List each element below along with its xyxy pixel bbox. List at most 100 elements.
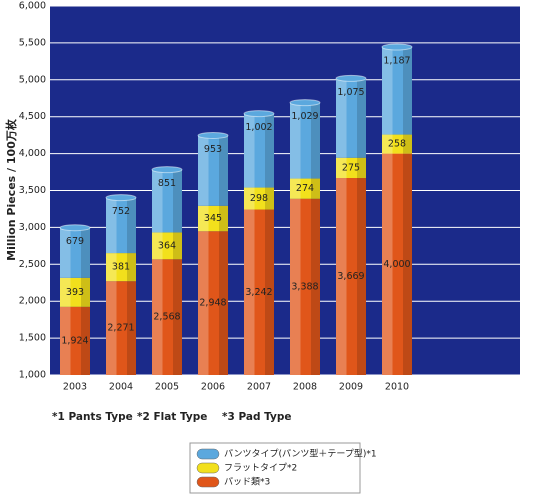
bar-cap: [105, 194, 137, 202]
x-tick-label: 2010: [385, 382, 409, 393]
bar-shade: [173, 259, 182, 375]
x-tick-label: 2003: [63, 382, 87, 393]
value-label: 2,568: [153, 312, 180, 323]
bar-shade: [152, 259, 163, 375]
legend-swatch: [196, 476, 220, 488]
bar-shade: [198, 205, 209, 232]
legend-swatch: [196, 462, 220, 474]
bar-shade: [173, 232, 182, 260]
bar-shade: [219, 205, 228, 232]
y-tick-label: 1,000: [19, 370, 46, 381]
bar-shade: [81, 306, 90, 375]
value-label: 851: [158, 178, 176, 189]
bar-cap: [289, 99, 321, 107]
value-label: 275: [342, 162, 360, 173]
bar-shade: [244, 187, 255, 210]
value-label: 1,187: [383, 55, 410, 66]
bar-segment: [244, 209, 274, 375]
bar-shade: [81, 277, 90, 307]
bar-shade: [60, 306, 71, 375]
value-label: 4,000: [383, 259, 410, 270]
x-tick-label: 2004: [109, 382, 133, 393]
value-label: 1,002: [245, 122, 272, 133]
x-tick-label: 2005: [155, 382, 179, 393]
bar-shade: [244, 209, 255, 375]
value-label: 1,924: [61, 335, 88, 346]
value-label: 3,669: [337, 271, 364, 282]
bar-cap: [243, 110, 275, 118]
y-axis-label: Million Pieces / 100万枚: [4, 118, 18, 261]
bar-shade: [357, 178, 366, 375]
bar-segment: [382, 134, 412, 154]
bar-shade: [290, 178, 301, 199]
bar-shade: [336, 157, 347, 179]
value-label: 3,388: [291, 281, 318, 292]
value-label: 953: [204, 144, 222, 155]
bar-shade: [127, 281, 136, 375]
bar-shade: [173, 169, 182, 233]
value-label: 298: [250, 193, 268, 204]
bar-shade: [336, 178, 347, 375]
bar-shade: [219, 135, 228, 206]
bar-shade: [311, 178, 320, 199]
value-label: 274: [296, 183, 314, 194]
bar-shade: [198, 231, 209, 375]
y-tick-label: 6,000: [19, 1, 46, 12]
bar-shade: [311, 198, 320, 375]
bar-shade: [265, 187, 274, 210]
bar-shade: [290, 102, 301, 179]
bar-shade: [127, 253, 136, 282]
value-label: 364: [158, 240, 176, 251]
bar-shade: [382, 134, 393, 154]
bar-segment: [290, 198, 320, 375]
bar-cap: [59, 224, 91, 232]
bar-shade: [311, 102, 320, 179]
bar-shade: [219, 231, 228, 375]
bar-segment: [198, 205, 228, 232]
bar-shade: [290, 198, 301, 375]
bar-cap: [151, 166, 183, 174]
x-tick-label: 2009: [339, 382, 363, 393]
footnote: *2 Flat Type: [137, 411, 207, 423]
bar-segment: [336, 78, 366, 158]
bar-segment: [382, 46, 412, 135]
value-label: 2,271: [107, 323, 134, 334]
legend-label: パンツタイプ(パンツ型＋テープ型)*1: [224, 449, 377, 460]
bar-shade: [265, 113, 274, 188]
bar-segment: [106, 281, 136, 375]
legend-swatch: [196, 448, 220, 460]
y-tick-label: 4,500: [19, 111, 46, 122]
y-tick-label: 2,000: [19, 296, 46, 307]
bar-segment: [198, 135, 228, 206]
bar-segment: [382, 153, 412, 375]
footnote: *3 Pad Type: [222, 411, 292, 423]
x-tick-label: 2008: [293, 382, 317, 393]
bar-shade: [106, 197, 117, 254]
bar-shade: [403, 46, 412, 135]
value-label: 3,242: [245, 287, 272, 298]
bar-segment: [290, 102, 320, 179]
y-tick-label: 2,500: [19, 259, 46, 270]
value-label: 258: [388, 139, 406, 150]
bar-shade: [106, 253, 117, 282]
y-tick-label: 5,000: [19, 74, 46, 85]
x-tick-label: 2007: [247, 382, 271, 393]
bar-shade: [357, 157, 366, 179]
bar-segment: [198, 231, 228, 375]
bar-shade: [106, 281, 117, 375]
bar-shade: [382, 153, 393, 375]
value-label: 393: [66, 287, 84, 298]
bar-shade: [127, 197, 136, 254]
bar-shade: [60, 277, 71, 307]
y-tick-label: 5,500: [19, 37, 46, 48]
bar-shade: [81, 227, 90, 278]
bar-segment: [290, 178, 320, 199]
y-tick-label: 1,500: [19, 333, 46, 344]
bar-shade: [265, 209, 274, 375]
bar-shade: [152, 169, 163, 233]
bar-segment: [336, 178, 366, 375]
bar-segment: [244, 113, 274, 188]
bar-cap: [381, 43, 413, 51]
legend-label: フラットタイプ*2: [224, 463, 297, 474]
